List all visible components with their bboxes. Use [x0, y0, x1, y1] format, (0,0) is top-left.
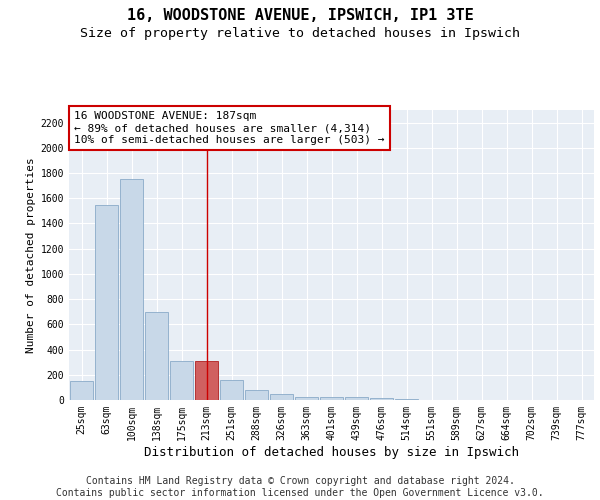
- Y-axis label: Number of detached properties: Number of detached properties: [26, 157, 37, 353]
- Text: 16, WOODSTONE AVENUE, IPSWICH, IP1 3TE: 16, WOODSTONE AVENUE, IPSWICH, IP1 3TE: [127, 8, 473, 22]
- Bar: [295, 397, 318, 400]
- Bar: [195, 361, 218, 400]
- Bar: [170, 361, 193, 400]
- Text: Size of property relative to detached houses in Ipswich: Size of property relative to detached ho…: [80, 28, 520, 40]
- Bar: [320, 398, 343, 400]
- Text: 16 WOODSTONE AVENUE: 187sqm
← 89% of detached houses are smaller (4,314)
10% of : 16 WOODSTONE AVENUE: 187sqm ← 89% of det…: [74, 112, 385, 144]
- Bar: [120, 180, 143, 400]
- Bar: [245, 390, 268, 400]
- Bar: [95, 204, 118, 400]
- Bar: [220, 380, 243, 400]
- Bar: [345, 398, 368, 400]
- Bar: [70, 381, 93, 400]
- Bar: [145, 312, 168, 400]
- Bar: [270, 394, 293, 400]
- Text: Contains public sector information licensed under the Open Government Licence v3: Contains public sector information licen…: [56, 488, 544, 498]
- Bar: [370, 398, 393, 400]
- Text: Contains HM Land Registry data © Crown copyright and database right 2024.: Contains HM Land Registry data © Crown c…: [86, 476, 514, 486]
- X-axis label: Distribution of detached houses by size in Ipswich: Distribution of detached houses by size …: [144, 446, 519, 458]
